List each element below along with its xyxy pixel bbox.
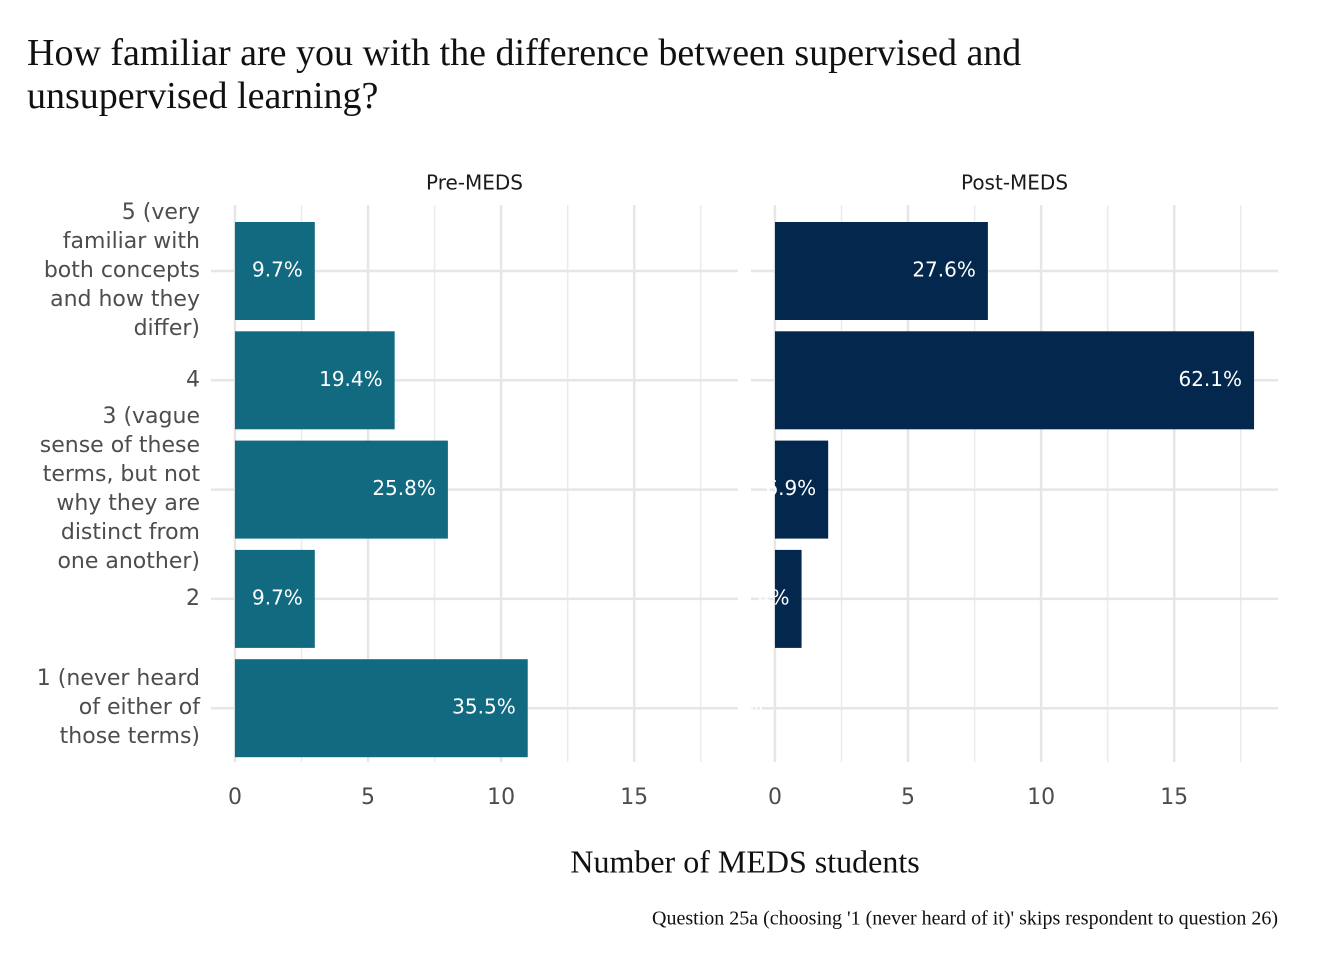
value-label: 6.9%: [765, 476, 816, 500]
y-tick-label: 5 (very familiar with both concepts and how…: [44, 200, 200, 341]
y-tick-label: 1 (never heard of either of those terms): [37, 666, 201, 749]
value-label: 35.5%: [452, 695, 516, 719]
value-label: 0%: [731, 695, 763, 719]
y-tick-label: 4: [186, 367, 200, 392]
bar: [774, 440, 829, 539]
bar: [234, 440, 448, 539]
bar: [774, 222, 988, 320]
y-tick-label: 2: [186, 586, 200, 611]
bar: [234, 549, 315, 648]
y-tick-label: 3 (vague sense of these terms, but not why …: [40, 404, 201, 574]
value-label: 3.4%: [739, 585, 790, 609]
x-tick-label: 5: [901, 785, 915, 810]
value-label: 27.6%: [912, 258, 976, 282]
x-tick-label: 10: [487, 785, 515, 810]
value-label: 62.1%: [1178, 367, 1242, 391]
bar: [234, 222, 315, 320]
bar: [234, 331, 395, 430]
bar: [234, 659, 528, 758]
x-tick-label: 0: [768, 785, 782, 810]
x-tick-label: 5: [361, 785, 375, 810]
x-tick-label: 0: [228, 785, 242, 810]
x-axis-label: Number of MEDS students: [570, 843, 919, 879]
x-tick-label: 15: [620, 785, 648, 810]
facet-title: Post-MEDS: [961, 171, 1068, 195]
facet-title: Pre-MEDS: [426, 171, 523, 195]
value-label: 9.7%: [252, 585, 303, 609]
panel: 9.7% 19.4% 25.8% 9.7% 35.5%: [234, 222, 528, 758]
caption: Question 25a (choosing '1 (never heard o…: [652, 908, 1278, 930]
bar: [774, 549, 802, 648]
x-tick-label: 10: [1027, 785, 1055, 810]
x-tick-label: 15: [1160, 785, 1188, 810]
value-label: 19.4%: [319, 367, 383, 391]
value-label: 9.7%: [252, 258, 303, 282]
chart-title: How familiar are you with the difference…: [27, 32, 1021, 117]
bar: [774, 331, 1255, 430]
panel: 27.6% 62.1% 6.9% 3.4% 0%: [731, 222, 1255, 719]
value-label: 25.8%: [372, 476, 436, 500]
